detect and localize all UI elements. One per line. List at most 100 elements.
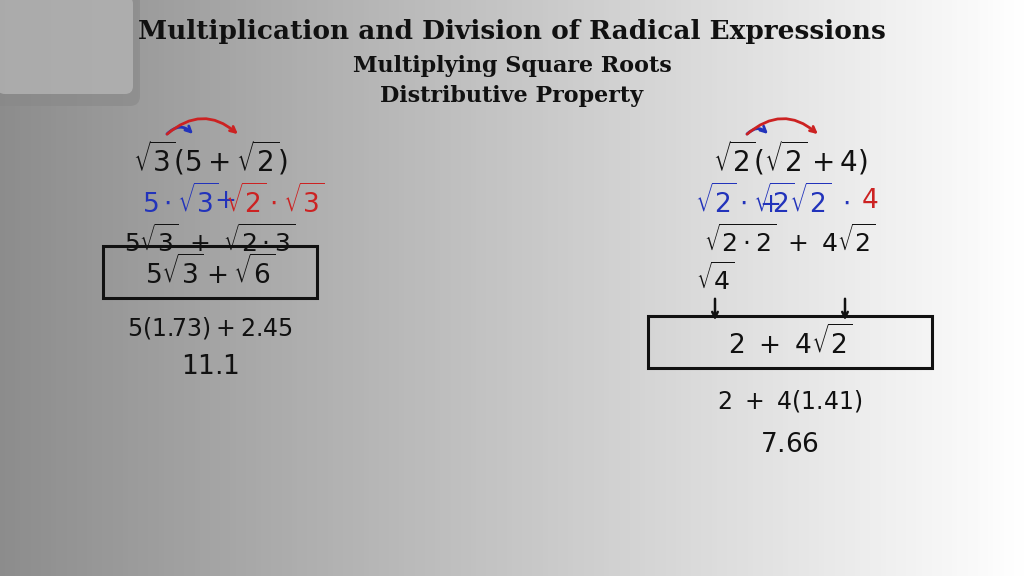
Bar bbox=[410, 0, 416, 576]
Bar bbox=[896, 0, 902, 576]
Bar bbox=[41, 0, 47, 576]
Text: $\sqrt{2} \cdot \sqrt{3}$: $\sqrt{2} \cdot \sqrt{3}$ bbox=[225, 184, 325, 218]
Bar bbox=[922, 0, 928, 576]
Bar bbox=[118, 0, 124, 576]
Bar bbox=[261, 0, 267, 576]
Bar bbox=[599, 0, 605, 576]
Bar bbox=[159, 0, 165, 576]
Bar bbox=[742, 0, 749, 576]
Bar bbox=[906, 0, 912, 576]
Bar bbox=[133, 0, 139, 576]
Bar bbox=[195, 0, 201, 576]
Bar bbox=[179, 0, 185, 576]
Bar bbox=[609, 0, 615, 576]
Bar bbox=[824, 0, 830, 576]
Bar bbox=[271, 0, 278, 576]
Bar bbox=[353, 0, 359, 576]
Bar bbox=[72, 0, 78, 576]
Bar bbox=[15, 0, 22, 576]
Bar bbox=[5, 0, 11, 576]
Bar bbox=[594, 0, 600, 576]
Bar bbox=[138, 0, 144, 576]
Text: Multiplication and Division of Radical Expressions: Multiplication and Division of Radical E… bbox=[138, 18, 886, 44]
Bar bbox=[292, 0, 298, 576]
Bar bbox=[225, 0, 231, 576]
Bar bbox=[389, 0, 395, 576]
Bar bbox=[963, 0, 969, 576]
Bar bbox=[384, 0, 390, 576]
Bar bbox=[348, 0, 354, 576]
Bar bbox=[527, 0, 534, 576]
Bar bbox=[614, 0, 621, 576]
Bar bbox=[630, 0, 636, 576]
Bar bbox=[604, 0, 610, 576]
Bar bbox=[553, 0, 559, 576]
Bar bbox=[983, 0, 989, 576]
Bar bbox=[456, 0, 462, 576]
Bar bbox=[148, 0, 155, 576]
Bar bbox=[701, 0, 708, 576]
Bar bbox=[942, 0, 948, 576]
Bar bbox=[845, 0, 851, 576]
Bar bbox=[978, 0, 984, 576]
Bar bbox=[102, 0, 109, 576]
Bar bbox=[855, 0, 861, 576]
Bar bbox=[957, 0, 964, 576]
Bar bbox=[952, 0, 958, 576]
Text: $2\ +\ 4\sqrt{2}$: $2\ +\ 4\sqrt{2}$ bbox=[728, 325, 852, 359]
Bar bbox=[1019, 0, 1024, 576]
Bar bbox=[430, 0, 436, 576]
Bar bbox=[287, 0, 293, 576]
Bar bbox=[563, 0, 569, 576]
Bar bbox=[364, 0, 370, 576]
Bar bbox=[758, 0, 764, 576]
Bar bbox=[507, 0, 513, 576]
Bar bbox=[471, 0, 477, 576]
Bar bbox=[722, 0, 728, 576]
Bar bbox=[266, 0, 272, 576]
Bar bbox=[143, 0, 150, 576]
Bar bbox=[732, 0, 738, 576]
Bar bbox=[481, 0, 487, 576]
Bar bbox=[67, 0, 73, 576]
Bar bbox=[123, 0, 129, 576]
Text: $5 \cdot \sqrt{3}$: $5 \cdot \sqrt{3}$ bbox=[141, 184, 218, 218]
Bar bbox=[927, 0, 933, 576]
Bar bbox=[323, 0, 329, 576]
Bar bbox=[681, 0, 687, 576]
Bar bbox=[968, 0, 974, 576]
FancyBboxPatch shape bbox=[0, 0, 133, 94]
Bar bbox=[333, 0, 339, 576]
Bar bbox=[625, 0, 631, 576]
Bar bbox=[420, 0, 426, 576]
Bar bbox=[369, 0, 375, 576]
Bar bbox=[993, 0, 999, 576]
Bar bbox=[778, 0, 784, 576]
Bar bbox=[809, 0, 815, 576]
Bar bbox=[737, 0, 743, 576]
Bar bbox=[947, 0, 953, 576]
Text: $4$: $4$ bbox=[861, 188, 879, 214]
Bar bbox=[200, 0, 206, 576]
Bar bbox=[256, 0, 262, 576]
Bar bbox=[814, 0, 820, 576]
Text: $5(1.73)+2.45$: $5(1.73)+2.45$ bbox=[127, 315, 293, 341]
Bar bbox=[415, 0, 421, 576]
Bar bbox=[184, 0, 190, 576]
Bar bbox=[543, 0, 549, 576]
Bar bbox=[36, 0, 42, 576]
Bar bbox=[394, 0, 400, 576]
Text: $7.66$: $7.66$ bbox=[761, 431, 819, 457]
Bar bbox=[358, 0, 365, 576]
Bar bbox=[748, 0, 754, 576]
Bar bbox=[97, 0, 103, 576]
Bar bbox=[548, 0, 554, 576]
Bar bbox=[829, 0, 836, 576]
Bar bbox=[297, 0, 303, 576]
Bar bbox=[404, 0, 411, 576]
Bar bbox=[773, 0, 779, 576]
Bar bbox=[691, 0, 697, 576]
Bar bbox=[655, 0, 662, 576]
Bar bbox=[230, 0, 237, 576]
Bar bbox=[640, 0, 646, 576]
